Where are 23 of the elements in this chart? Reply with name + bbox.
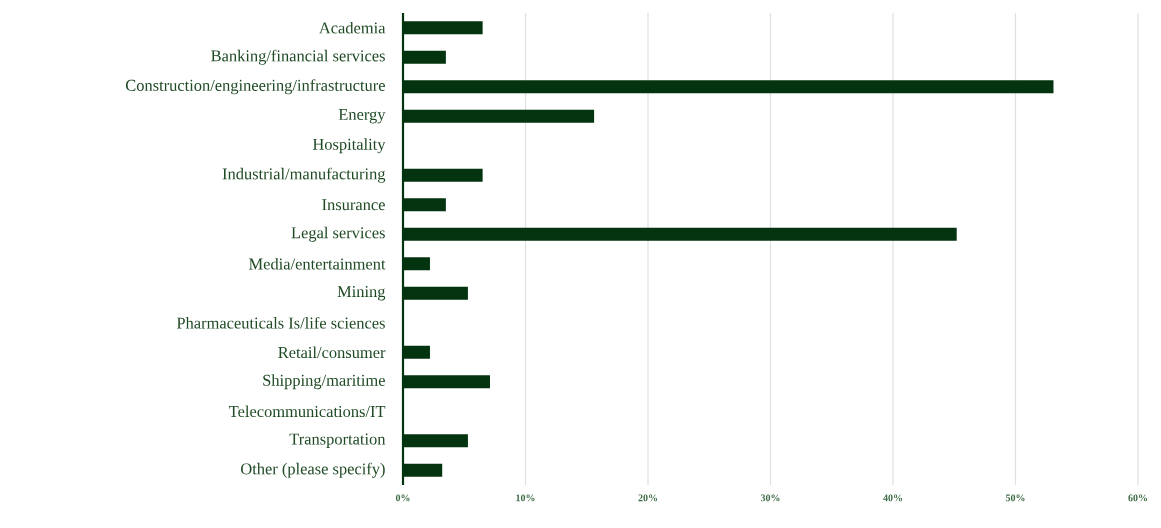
y-tick-label: Construction/engineering/infrastructure [125,79,385,95]
y-tick-label: Transportation [289,433,386,448]
y-tick-label: Academia [319,21,386,34]
y-tick-label: Pharmaceuticals Is/life sciences [176,316,385,329]
y-tick-label: Energy [338,109,386,124]
y-tick-label: Media/entertainment [249,257,386,270]
y-tick-label: Legal services [291,226,385,242]
y-tick-label: Insurance [322,199,385,211]
y-tick-label: Shipping/maritime [263,374,385,390]
y-tick-label: Mining [337,286,386,301]
x-tick-label: 30% [760,494,780,502]
x-tick-label: 0% [395,494,410,502]
x-tick-label: 60% [1128,494,1148,502]
y-tick-label: Industrial/manufacturing [222,167,386,183]
y-tick-label: Telecommunications/IT [228,405,386,418]
y-tick-label: Retail/consumer [278,346,386,359]
y-tick-label: Other (please specify) [241,462,385,478]
x-tick-label: 50% [1005,494,1025,502]
x-tick-label: 40% [883,494,903,502]
y-tick-label: Banking/financial services [211,49,385,65]
x-tick-label: 20% [638,494,658,502]
x-tick-label: 10% [516,494,535,502]
y-tick-label: Hospitality [312,138,386,154]
